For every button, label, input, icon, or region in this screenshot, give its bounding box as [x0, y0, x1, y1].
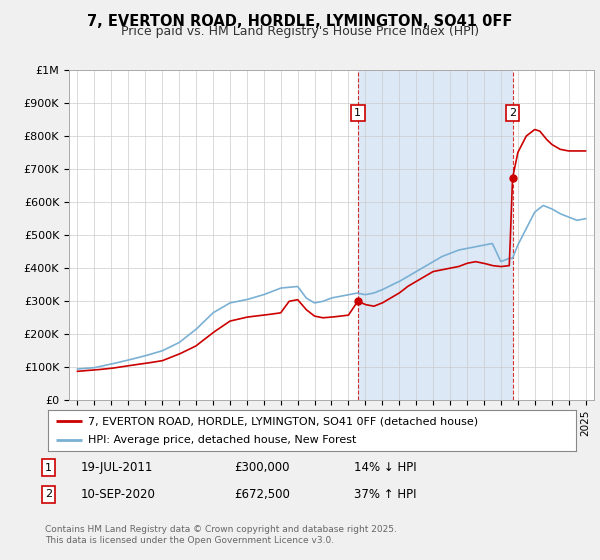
Text: 2: 2 — [509, 108, 516, 118]
Text: 2: 2 — [45, 489, 52, 500]
Text: 7, EVERTON ROAD, HORDLE, LYMINGTON, SO41 0FF (detached house): 7, EVERTON ROAD, HORDLE, LYMINGTON, SO41… — [88, 417, 478, 426]
Text: HPI: Average price, detached house, New Forest: HPI: Average price, detached house, New … — [88, 435, 356, 445]
Text: 37% ↑ HPI: 37% ↑ HPI — [354, 488, 416, 501]
Bar — [358, 70, 512, 400]
Text: Contains HM Land Registry data © Crown copyright and database right 2025.
This d: Contains HM Land Registry data © Crown c… — [45, 525, 397, 545]
Text: 10-SEP-2020: 10-SEP-2020 — [81, 488, 156, 501]
Text: 1: 1 — [45, 463, 52, 473]
Text: £300,000: £300,000 — [234, 461, 290, 474]
Text: Price paid vs. HM Land Registry's House Price Index (HPI): Price paid vs. HM Land Registry's House … — [121, 25, 479, 38]
Text: 7, EVERTON ROAD, HORDLE, LYMINGTON, SO41 0FF: 7, EVERTON ROAD, HORDLE, LYMINGTON, SO41… — [88, 14, 512, 29]
Text: 19-JUL-2011: 19-JUL-2011 — [81, 461, 154, 474]
Text: £672,500: £672,500 — [234, 488, 290, 501]
Text: 1: 1 — [354, 108, 361, 118]
Text: 14% ↓ HPI: 14% ↓ HPI — [354, 461, 416, 474]
